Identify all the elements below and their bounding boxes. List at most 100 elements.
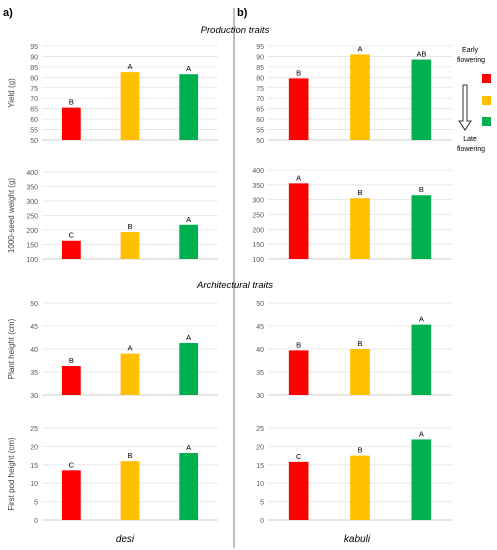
bar-significance-label: B bbox=[419, 185, 424, 194]
bar-significance-label: B bbox=[357, 446, 362, 455]
bar-significance-label: A bbox=[419, 429, 424, 438]
y-tick-label: 200 bbox=[252, 227, 264, 234]
bar-significance-label: B bbox=[296, 340, 301, 349]
y-tick-label: 45 bbox=[256, 324, 264, 331]
y-tick-label: 60 bbox=[30, 117, 38, 124]
bar bbox=[288, 183, 309, 259]
y-tick-label: 300 bbox=[252, 198, 264, 205]
column-label-kabuli: kabuli bbox=[344, 534, 371, 545]
y-tick-label: 70 bbox=[256, 96, 264, 103]
bar bbox=[179, 453, 199, 520]
y-tick-label: 250 bbox=[252, 213, 264, 220]
y-tick-label: 30 bbox=[30, 393, 38, 400]
bar-significance-label: A bbox=[186, 333, 191, 342]
y-tick-label: 350 bbox=[252, 183, 264, 190]
bar-significance-label: C bbox=[69, 231, 75, 240]
y-tick-label: 50 bbox=[256, 301, 264, 308]
bar-significance-label: B bbox=[69, 356, 74, 365]
y-tick-label: 90 bbox=[30, 54, 38, 61]
bar-significance-label: B bbox=[296, 68, 301, 77]
legend-early-flowering-label: Early flowering bbox=[457, 47, 485, 64]
y-tick-label: 95 bbox=[30, 44, 38, 51]
bar-significance-label: AB bbox=[416, 50, 426, 59]
y-tick-label: 10 bbox=[30, 481, 38, 488]
bar bbox=[288, 350, 309, 395]
y-tick-label: 20 bbox=[256, 444, 264, 451]
y-tick-label: 65 bbox=[30, 107, 38, 114]
bar-significance-label: A bbox=[186, 215, 191, 224]
y-tick-label: 300 bbox=[26, 199, 38, 206]
y-tick-label: 100 bbox=[252, 257, 264, 264]
legend: Early flowering Late flowering bbox=[457, 47, 491, 153]
bar-significance-label: B bbox=[357, 339, 362, 348]
y-tick-label: 5 bbox=[34, 500, 38, 507]
chart-podheight-kabuli: 0 5 10 15 20 25 C B A bbox=[256, 426, 452, 525]
bar bbox=[120, 72, 140, 140]
bar-significance-label: B bbox=[127, 451, 132, 460]
y-tick-label: 35 bbox=[256, 370, 264, 377]
legend-swatch-mid bbox=[482, 96, 491, 105]
bar bbox=[411, 59, 432, 141]
bar-significance-label: B bbox=[127, 222, 132, 231]
bar-significance-label: B bbox=[69, 98, 74, 107]
bar bbox=[61, 107, 81, 140]
y-tick-label: 85 bbox=[256, 65, 264, 72]
section-production-title: Production traits bbox=[201, 25, 270, 36]
legend-swatch-late bbox=[482, 117, 491, 126]
y-tick-label: 75 bbox=[256, 86, 264, 93]
y-tick-label: 400 bbox=[252, 168, 264, 175]
bar-significance-label: C bbox=[296, 452, 302, 461]
y-tick-label: 0 bbox=[260, 518, 264, 525]
y-tick-label: 35 bbox=[30, 370, 38, 377]
y-tick-label: 85 bbox=[30, 65, 38, 72]
bar bbox=[61, 240, 81, 259]
panel-b-label: b) bbox=[237, 7, 248, 19]
y-tick-label: 200 bbox=[26, 228, 38, 235]
legend-swatch-early bbox=[482, 74, 491, 83]
y-tick-label: 50 bbox=[256, 138, 264, 145]
y-tick-label: 55 bbox=[30, 128, 38, 135]
y-tick-label: 80 bbox=[256, 75, 264, 82]
y-axis-label: Plant height (cm) bbox=[7, 318, 16, 379]
y-tick-label: 25 bbox=[30, 426, 38, 433]
bar bbox=[350, 455, 370, 520]
y-tick-label: 20 bbox=[30, 444, 38, 451]
y-tick-label: 90 bbox=[256, 54, 264, 61]
bar bbox=[179, 224, 199, 259]
y-tick-label: 25 bbox=[256, 426, 264, 433]
y-axis-label: Yield (g) bbox=[7, 78, 16, 108]
bar bbox=[350, 54, 370, 140]
chart-podheight-desi: 0 5 10 15 20 25 First pod height (cm) C B A bbox=[7, 426, 218, 525]
bar-significance-label: A bbox=[296, 173, 301, 182]
y-tick-label: 150 bbox=[252, 242, 264, 249]
bar-significance-label: C bbox=[69, 460, 75, 469]
bar-significance-label: B bbox=[357, 188, 362, 197]
y-tick-label: 10 bbox=[256, 481, 264, 488]
bar bbox=[61, 470, 81, 520]
y-tick-label: 15 bbox=[30, 463, 38, 470]
y-tick-label: 5 bbox=[260, 500, 264, 507]
y-tick-label: 75 bbox=[30, 86, 38, 93]
y-tick-label: 15 bbox=[256, 463, 264, 470]
y-tick-label: 60 bbox=[256, 117, 264, 124]
bar bbox=[411, 324, 432, 395]
legend-late-flowering-label: Late flowering bbox=[457, 136, 485, 153]
y-tick-label: 95 bbox=[256, 44, 264, 51]
y-axis-label: 1000-seed weight (g) bbox=[7, 178, 16, 253]
chart-yield-kabuli: 50 55 60 65 70 75 80 85 90 95 B A AB bbox=[256, 44, 452, 145]
bar bbox=[350, 198, 370, 259]
section-architectural-title: Architectural traits bbox=[196, 280, 273, 291]
y-tick-label: 30 bbox=[256, 393, 264, 400]
column-label-desi: desi bbox=[116, 534, 135, 545]
y-tick-label: 50 bbox=[30, 138, 38, 145]
chart-seedweight-desi: 100 150 200 250 300 350 400 1000-seed weight (g… bbox=[7, 170, 218, 264]
bar bbox=[120, 353, 140, 395]
bar bbox=[179, 74, 199, 140]
y-tick-label: 55 bbox=[256, 128, 264, 135]
y-tick-label: 70 bbox=[30, 96, 38, 103]
y-tick-label: 40 bbox=[256, 347, 264, 354]
y-tick-label: 350 bbox=[26, 185, 38, 192]
y-tick-label: 150 bbox=[26, 243, 38, 250]
bar bbox=[61, 366, 81, 395]
